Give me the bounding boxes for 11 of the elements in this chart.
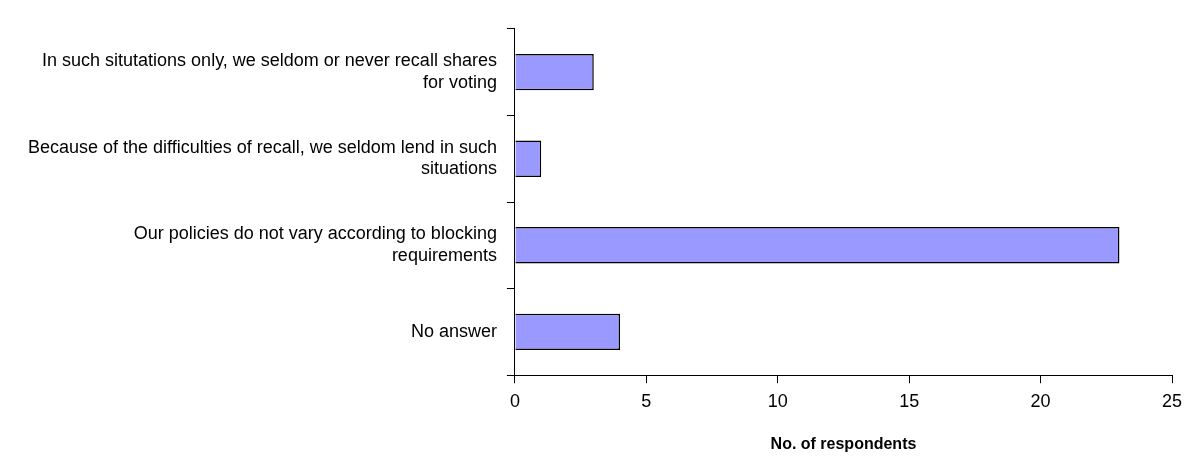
y-tick-label: No answer (410, 320, 497, 341)
y-tick-label: In such situtations only, we seldom or never recall shares for voting (42, 50, 497, 92)
x-tick-label: 25 (1161, 390, 1183, 411)
y-tick-label: Our policies do not vary according to blocking requirements (133, 223, 497, 266)
x-axis-title: No. of respondents (770, 434, 917, 452)
x-tick-label: 10 (767, 390, 788, 411)
x-tick-label: 15 (899, 390, 920, 411)
y-tick-label: Because of the difficulties of recall, we seldom lend in such situations (27, 136, 497, 179)
x-tick-label: 0 (509, 390, 520, 411)
x-tick-label: 20 (1030, 390, 1051, 411)
x-tick-label: 5 (641, 390, 652, 411)
